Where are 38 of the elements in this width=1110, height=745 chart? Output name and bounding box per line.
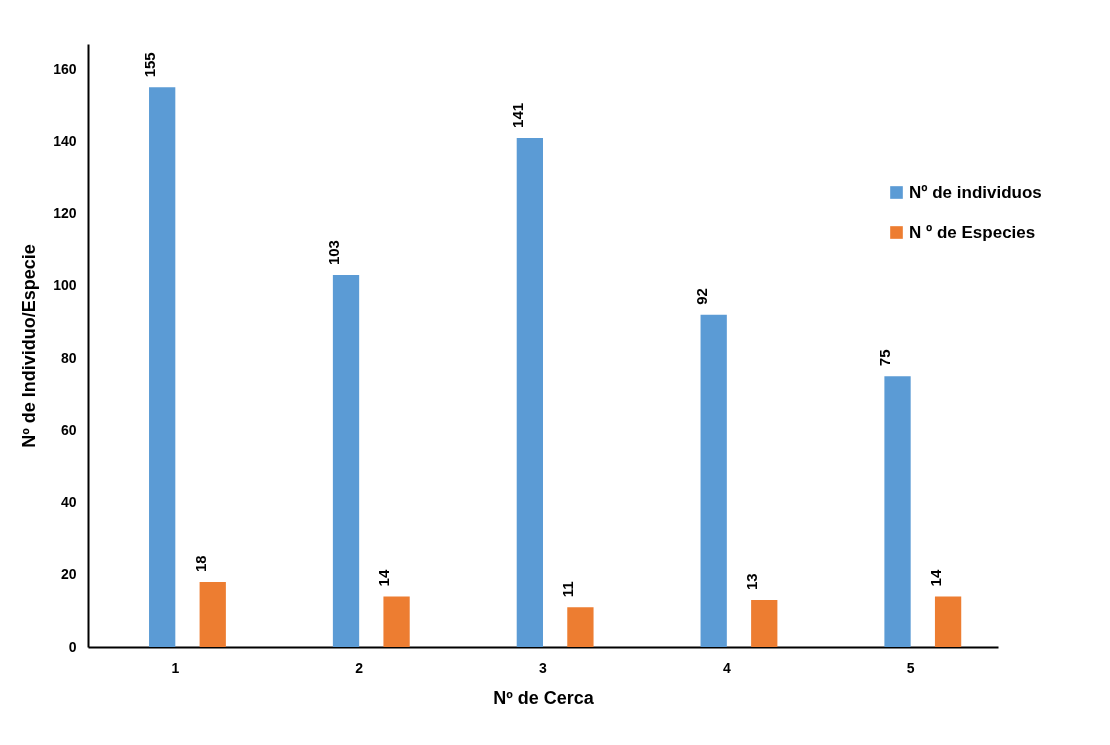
x-tick-label: 3 [539, 659, 548, 676]
y-axis-title: Nº de Individuo/Especie [19, 244, 40, 448]
data-label: 92 [692, 288, 710, 305]
bar [700, 314, 727, 647]
y-tick-label: 140 [53, 132, 77, 149]
data-label: 75 [876, 349, 894, 367]
x-tick-label: 2 [355, 659, 364, 676]
legend-label: Nº de individuos [909, 182, 1042, 202]
y-tick-label: 60 [60, 421, 77, 438]
bar [383, 596, 410, 647]
bar [567, 607, 594, 647]
bar [751, 600, 778, 647]
y-tick-label: 0 [68, 638, 77, 655]
x-tick-label: 1 [171, 659, 180, 676]
bar [149, 87, 176, 647]
data-label: 13 [743, 573, 761, 591]
data-label: 11 [559, 581, 577, 598]
data-label: 18 [191, 555, 209, 573]
bar [332, 275, 360, 647]
data-label: 155 [141, 52, 159, 78]
y-tick-label: 120 [53, 205, 77, 222]
bar [199, 582, 226, 647]
legend-label: N º de Especies [909, 222, 1036, 242]
y-tick-label: 80 [60, 349, 77, 366]
data-label: 141 [508, 102, 526, 128]
y-tick-label: 20 [60, 566, 77, 583]
data-label: 14 [926, 569, 944, 587]
x-tick-label: 5 [906, 659, 915, 676]
bar [516, 137, 543, 647]
bar [934, 596, 962, 647]
data-label: 14 [375, 569, 393, 587]
x-tick-label: 4 [722, 659, 731, 676]
y-tick-label: 160 [53, 60, 77, 77]
data-label: 103 [324, 240, 342, 266]
bar [884, 376, 911, 647]
x-axis-title: Nº de Cerca [493, 687, 595, 708]
y-tick-label: 40 [60, 494, 77, 511]
y-tick-label: 100 [53, 277, 77, 294]
